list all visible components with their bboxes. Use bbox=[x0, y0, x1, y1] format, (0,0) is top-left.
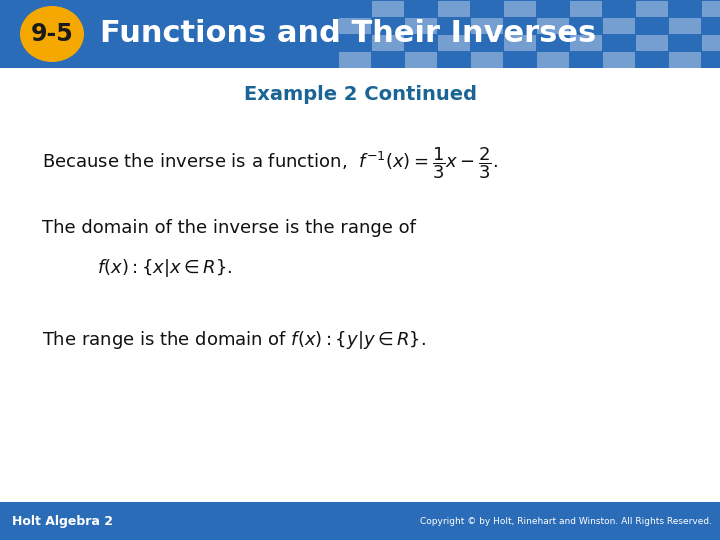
Bar bbox=[603, 1, 635, 17]
Bar bbox=[438, 17, 470, 33]
Bar bbox=[438, 35, 470, 51]
Bar bbox=[702, 1, 720, 17]
Text: Because the inverse is a function,  $f^{-1}(x) = \dfrac{1}{3}x - \dfrac{2}{3}$.: Because the inverse is a function, $f^{-… bbox=[42, 145, 498, 181]
Bar bbox=[504, 35, 536, 51]
Text: The range is the domain of $f(x):\{y|y \in R\}$.: The range is the domain of $f(x):\{y|y \… bbox=[42, 329, 426, 351]
Bar bbox=[537, 35, 569, 51]
Bar bbox=[636, 1, 668, 17]
Bar bbox=[339, 17, 371, 33]
Bar bbox=[537, 1, 569, 17]
Bar bbox=[372, 1, 404, 17]
Bar bbox=[504, 17, 536, 33]
Bar bbox=[669, 35, 701, 51]
Bar bbox=[471, 35, 503, 51]
Bar bbox=[471, 17, 503, 33]
Text: $f(x):\{x|x \in R\}$.: $f(x):\{x|x \in R\}$. bbox=[97, 257, 233, 279]
Bar bbox=[339, 51, 371, 68]
Text: The domain of the inverse is the range of: The domain of the inverse is the range o… bbox=[42, 219, 416, 237]
Bar bbox=[438, 51, 470, 68]
Bar bbox=[504, 51, 536, 68]
Bar bbox=[0, 0, 720, 68]
Bar bbox=[570, 1, 602, 17]
Bar bbox=[405, 51, 437, 68]
Bar bbox=[636, 17, 668, 33]
Bar bbox=[702, 51, 720, 68]
Bar bbox=[504, 1, 536, 17]
Text: 9-5: 9-5 bbox=[31, 22, 73, 46]
Text: Holt Algebra 2: Holt Algebra 2 bbox=[12, 515, 113, 528]
Bar bbox=[669, 17, 701, 33]
Bar bbox=[339, 35, 371, 51]
Bar bbox=[0, 502, 720, 540]
Bar bbox=[372, 35, 404, 51]
Bar bbox=[702, 35, 720, 51]
Bar bbox=[372, 51, 404, 68]
Bar bbox=[405, 1, 437, 17]
Bar bbox=[339, 1, 371, 17]
Bar bbox=[603, 17, 635, 33]
Bar bbox=[636, 51, 668, 68]
Bar bbox=[702, 17, 720, 33]
Bar bbox=[537, 51, 569, 68]
Bar bbox=[405, 35, 437, 51]
Bar bbox=[570, 17, 602, 33]
Bar bbox=[471, 1, 503, 17]
Bar bbox=[438, 1, 470, 17]
Text: Example 2 Continued: Example 2 Continued bbox=[243, 85, 477, 105]
Bar bbox=[537, 17, 569, 33]
Bar bbox=[636, 35, 668, 51]
Bar bbox=[570, 35, 602, 51]
Ellipse shape bbox=[20, 6, 84, 62]
Text: Copyright © by Holt, Rinehart and Winston. All Rights Reserved.: Copyright © by Holt, Rinehart and Winsto… bbox=[420, 516, 712, 525]
Bar bbox=[372, 17, 404, 33]
Bar bbox=[603, 51, 635, 68]
Bar bbox=[471, 51, 503, 68]
Bar bbox=[603, 35, 635, 51]
Bar bbox=[570, 51, 602, 68]
Bar bbox=[405, 17, 437, 33]
Bar bbox=[669, 1, 701, 17]
Text: Functions and Their Inverses: Functions and Their Inverses bbox=[100, 19, 596, 49]
Bar bbox=[669, 51, 701, 68]
